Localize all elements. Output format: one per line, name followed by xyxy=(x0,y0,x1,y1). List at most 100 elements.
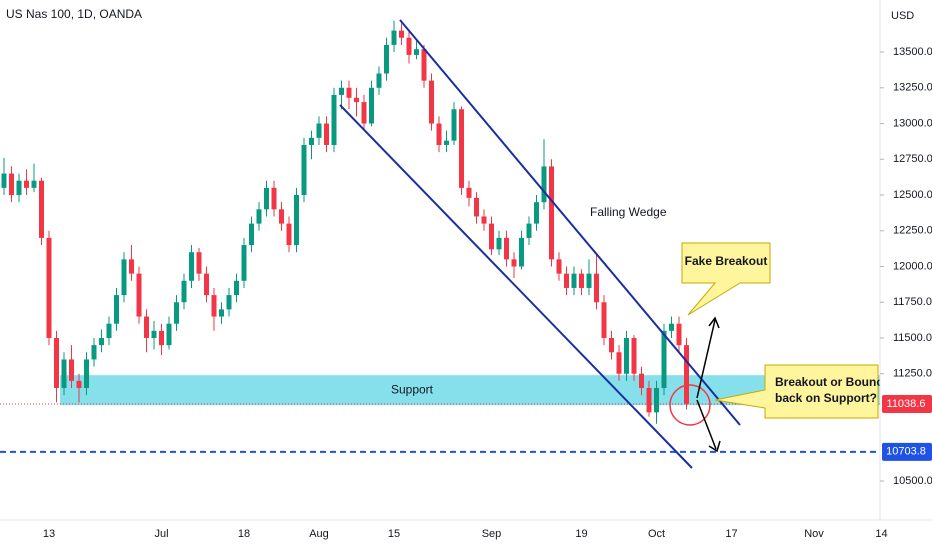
candle-body xyxy=(519,237,524,267)
candle-body xyxy=(601,302,607,338)
support-label: Support xyxy=(391,382,434,396)
candle-body xyxy=(69,359,74,381)
candle-body xyxy=(204,273,209,296)
x-tick-label: Jul xyxy=(154,528,168,540)
chart-title: US Nas 100, 1D, OANDA xyxy=(6,7,142,21)
y-tick-label: 12500.0 xyxy=(893,189,932,201)
candle-body xyxy=(339,87,344,95)
x-tick-label: Sep xyxy=(482,528,502,540)
annotation: Fake Breakout xyxy=(685,254,768,268)
candle-body xyxy=(541,166,547,203)
arrow-up xyxy=(696,319,716,399)
candle-body xyxy=(661,330,667,389)
candle-body xyxy=(316,123,322,138)
x-tick-label: Oct xyxy=(648,528,665,540)
candle-body xyxy=(211,295,217,317)
candle-body xyxy=(669,323,674,331)
candle-body xyxy=(99,337,104,346)
candle-body xyxy=(579,273,584,288)
candle-body xyxy=(136,273,142,317)
channel-upper xyxy=(399,19,741,426)
candle-body xyxy=(301,144,307,196)
candle-body xyxy=(61,359,67,389)
candle-body xyxy=(219,309,224,317)
last-price-box xyxy=(882,394,932,413)
candle-body xyxy=(481,216,487,224)
candle-body xyxy=(451,109,457,141)
candle-body xyxy=(571,273,577,288)
candle-body xyxy=(279,209,284,224)
candle-body xyxy=(586,273,592,288)
candle-body xyxy=(309,137,314,145)
x-tick-label: Aug xyxy=(309,528,329,540)
candle-body xyxy=(639,373,644,389)
candle-body xyxy=(54,337,59,389)
candle-body xyxy=(646,388,652,413)
candle-body xyxy=(391,30,397,45)
annotation: Breakout or Bounce xyxy=(775,375,890,389)
candle-body xyxy=(616,352,622,374)
candle-body xyxy=(294,195,299,246)
currency-label: USD xyxy=(891,10,914,22)
x-tick-label: Nov xyxy=(804,528,824,540)
candle-body xyxy=(631,337,637,374)
arrow-head xyxy=(708,316,720,329)
y-tick-label: 10500.0 xyxy=(893,475,932,487)
annotation: Falling Wedge xyxy=(590,205,667,219)
y-tick-label: 11750.0 xyxy=(893,296,932,308)
x-tick-label: 13 xyxy=(43,528,55,540)
candle-body xyxy=(654,388,659,413)
candle-body xyxy=(31,180,37,188)
channel-lower xyxy=(339,104,693,469)
candle-body xyxy=(429,80,434,124)
x-tick-label: 17 xyxy=(725,528,737,540)
candle-body xyxy=(129,259,134,274)
candle-body xyxy=(189,252,194,281)
x-tick-label: 15 xyxy=(388,528,400,540)
candle-body xyxy=(249,223,254,246)
candle-body xyxy=(556,259,562,274)
candle-body xyxy=(159,330,164,346)
candle-body xyxy=(324,123,329,145)
level-label: 10703.8 xyxy=(886,446,926,458)
candle-body xyxy=(264,187,269,210)
candle-body xyxy=(511,259,517,267)
arrow-head xyxy=(708,440,721,453)
candle-body xyxy=(286,223,292,246)
callout xyxy=(681,242,771,316)
candle-body xyxy=(181,280,187,303)
candle-body xyxy=(121,259,127,296)
candle-body xyxy=(406,37,412,55)
candle-body xyxy=(46,237,52,338)
callout xyxy=(714,364,879,419)
candle-body xyxy=(489,223,494,250)
candle-body xyxy=(474,197,479,217)
level-box xyxy=(882,442,932,461)
candle-body xyxy=(346,87,352,98)
candle-body xyxy=(226,295,232,310)
candle-body xyxy=(369,87,374,124)
last-price-label: 11038.6 xyxy=(887,398,926,410)
candle-body xyxy=(609,337,614,353)
candle-body xyxy=(564,273,569,288)
candles xyxy=(1,20,689,424)
x-tick-label: 18 xyxy=(238,528,250,540)
candle-body xyxy=(39,180,44,238)
candle-body xyxy=(384,44,389,74)
candle-body xyxy=(9,173,14,196)
candle-body xyxy=(271,187,277,210)
candle-body xyxy=(676,323,682,346)
candle-body xyxy=(16,180,22,196)
arrow-down xyxy=(696,399,717,450)
candle-body xyxy=(594,273,599,303)
candle-body xyxy=(376,73,382,88)
candle-body xyxy=(354,97,359,103)
y-tick-label: 13000.0 xyxy=(893,117,932,129)
axes: 10500.0 11250.0 11500.0 11750.0 12000.0 12250… xyxy=(43,46,932,540)
candle-body xyxy=(459,109,464,188)
candle-body xyxy=(421,49,427,81)
candle-body xyxy=(256,209,262,224)
y-tick-label: 12250.0 xyxy=(893,225,932,237)
